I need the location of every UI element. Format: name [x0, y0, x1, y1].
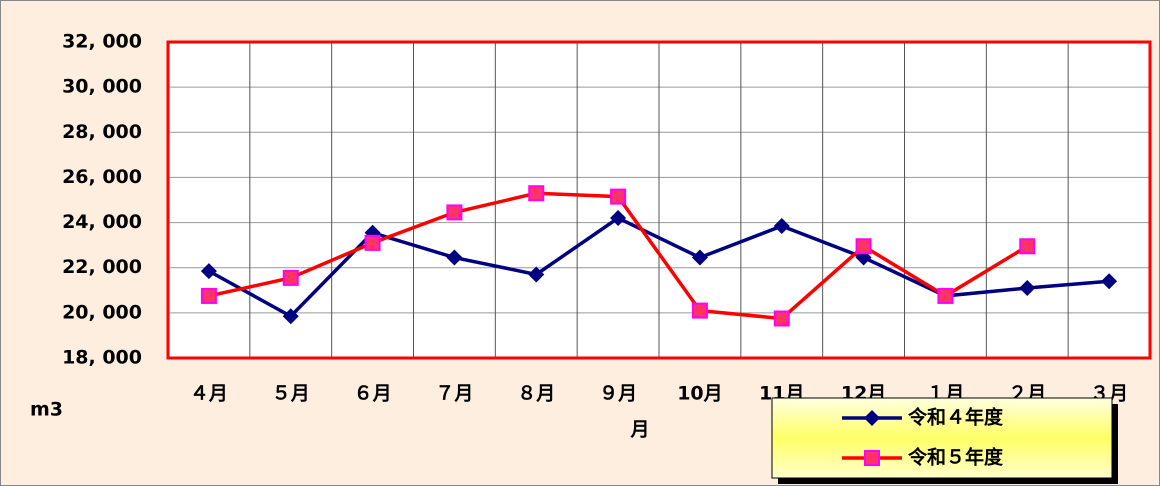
x-tick-label: ９月	[599, 383, 637, 405]
marker	[446, 249, 463, 266]
marker	[200, 263, 217, 280]
y-axis-label: m3	[30, 399, 63, 421]
y-tick-label: 26, 000	[62, 166, 142, 188]
marker	[282, 269, 299, 286]
x-axis-label: 月	[629, 419, 649, 441]
marker	[864, 410, 880, 426]
y-tick-label: 28, 000	[62, 121, 142, 143]
x-tick-label: ６月	[354, 383, 392, 405]
x-tick-label: ４月	[190, 383, 228, 405]
marker	[1019, 238, 1036, 255]
marker	[528, 266, 545, 283]
marker	[1101, 273, 1118, 290]
marker	[364, 234, 381, 251]
marker	[691, 249, 708, 266]
y-tick-label: 20, 000	[62, 301, 142, 323]
marker	[937, 287, 954, 304]
y-tick-label: 24, 000	[62, 211, 142, 233]
y-tick-label: 18, 000	[62, 347, 142, 369]
marker	[528, 185, 545, 202]
y-tick-label: 30, 000	[62, 76, 142, 98]
marker	[200, 287, 217, 304]
marker	[610, 188, 627, 205]
legend	[771, 397, 1113, 479]
y-tick-label: 22, 000	[62, 256, 142, 278]
x-tick-label: ５月	[272, 383, 310, 405]
marker	[610, 210, 627, 227]
x-tick-label: ８月	[517, 383, 555, 405]
marker	[446, 204, 463, 221]
marker	[691, 302, 708, 319]
plot-border	[166, 40, 1152, 360]
marker	[282, 308, 299, 325]
x-tick-label: ７月	[435, 383, 473, 405]
legend-label: 令和５年度	[908, 446, 1004, 469]
marker	[773, 310, 790, 327]
marker	[855, 238, 872, 255]
x-tick-label: 10月	[677, 383, 722, 405]
marker	[864, 450, 880, 466]
marker	[773, 217, 790, 234]
marker	[1019, 280, 1036, 297]
line	[208, 216, 1110, 319]
y-tick-label: 32, 000	[62, 31, 142, 53]
legend-label: 令和４年度	[908, 406, 1004, 429]
